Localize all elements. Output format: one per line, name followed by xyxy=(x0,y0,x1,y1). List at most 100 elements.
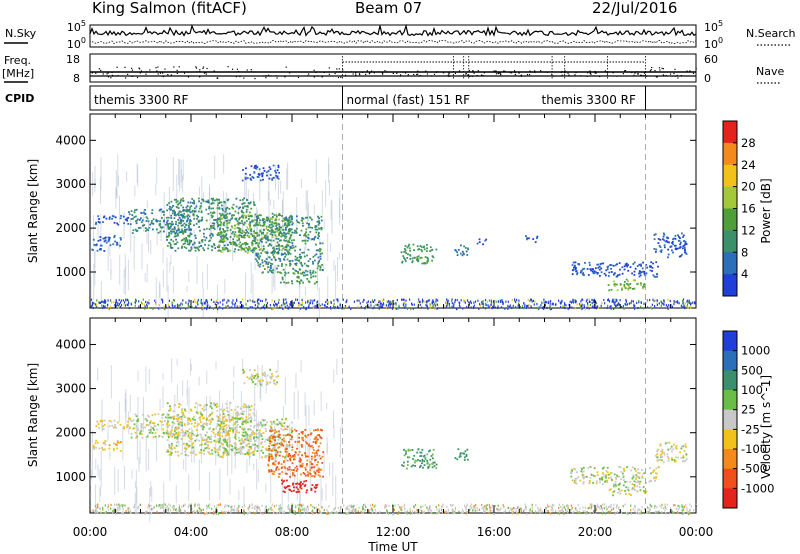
scatter-cell xyxy=(276,435,279,438)
scatter-streak xyxy=(335,475,337,509)
scatter-streak xyxy=(287,162,289,190)
freq-point xyxy=(513,70,516,72)
scatter-cell xyxy=(126,219,129,222)
freq-point xyxy=(655,76,658,78)
scatter-cell xyxy=(273,449,276,451)
ground-scatter-cell xyxy=(567,307,569,310)
scatter-cell xyxy=(211,449,213,452)
scatter-cell xyxy=(210,197,213,200)
scatter-cell xyxy=(255,254,258,257)
scatter-cell xyxy=(204,434,207,437)
ground-scatter-cell xyxy=(615,298,617,301)
scatter-cell xyxy=(288,223,291,226)
scatter-cell xyxy=(212,211,215,214)
ground-scatter-cell xyxy=(479,303,481,306)
ground-scatter-cell xyxy=(164,308,166,311)
scatter-cell xyxy=(170,247,173,249)
power-colorbar-tick-label: 24 xyxy=(741,158,756,172)
scatter-cell xyxy=(411,449,414,451)
ground-scatter-cell xyxy=(225,305,227,308)
scatter-cell xyxy=(168,208,171,210)
freq-point xyxy=(396,72,398,74)
scatter-cell xyxy=(139,217,142,220)
scatter-cell xyxy=(267,464,270,467)
ground-scatter-cell xyxy=(200,300,202,303)
scatter-cell xyxy=(103,250,106,252)
ground-scatter-cell xyxy=(90,305,92,309)
ground-scatter-cell xyxy=(464,299,466,303)
ground-scatter-cell xyxy=(222,307,224,310)
scatter-streak xyxy=(185,442,187,472)
scatter-cell xyxy=(274,234,277,237)
scatter-cell xyxy=(206,431,208,434)
ground-scatter-cell xyxy=(549,305,551,308)
scatter-cell xyxy=(305,455,307,458)
scatter-cell xyxy=(189,451,192,454)
ground-scatter-cell xyxy=(389,301,391,304)
scatter-cell xyxy=(262,423,265,426)
power-ylabel: Slant Range [km] xyxy=(26,159,40,263)
scatter-cell xyxy=(285,472,287,475)
scatter-cell xyxy=(305,464,308,467)
scatter-cell xyxy=(102,428,105,430)
scatter-cell xyxy=(291,216,293,218)
scatter-cell xyxy=(657,265,659,268)
scatter-cell xyxy=(271,230,274,233)
scatter-cell xyxy=(226,442,228,444)
ground-scatter-cell xyxy=(401,298,403,301)
scatter-cell xyxy=(164,416,167,419)
scatter-cell xyxy=(271,221,274,223)
scatter-cell xyxy=(314,235,317,238)
scatter-cell xyxy=(289,454,292,457)
ground-scatter-cell xyxy=(518,302,520,305)
scatter-cell xyxy=(95,439,97,442)
scatter-cell xyxy=(187,421,190,424)
scatter-cell xyxy=(293,454,296,456)
scatter-cell xyxy=(249,201,252,204)
freq-point xyxy=(203,72,206,74)
scatter-cell xyxy=(189,420,192,422)
scatter-cell xyxy=(174,213,176,215)
scatter-cell xyxy=(205,208,208,211)
scatter-streak xyxy=(172,266,174,294)
scatter-cell xyxy=(296,276,299,279)
scatter-cell xyxy=(144,426,146,429)
scatter-cell xyxy=(277,462,280,465)
ground-scatter-cell xyxy=(254,304,256,307)
scatter-cell xyxy=(662,232,665,235)
scatter-cell xyxy=(268,470,271,473)
scatter-cell xyxy=(298,221,301,224)
scatter-cell xyxy=(135,230,138,233)
scatter-cell xyxy=(171,212,174,215)
scatter-cell xyxy=(255,377,258,380)
scatter-cell xyxy=(246,243,249,245)
scatter-cell xyxy=(278,475,280,478)
scatter-cell xyxy=(128,213,131,216)
scatter-cell xyxy=(254,224,257,227)
ground-scatter-cell xyxy=(654,305,656,308)
scatter-cell xyxy=(295,232,298,234)
scatter-streak xyxy=(186,285,188,293)
ground-scatter-cell xyxy=(180,302,182,305)
scatter-cell xyxy=(411,260,414,262)
ground-scatter-cell xyxy=(651,307,653,310)
scatter-cell xyxy=(684,251,686,254)
scatter-cell xyxy=(219,414,221,416)
freq-point xyxy=(595,72,597,74)
scatter-cell xyxy=(173,235,176,238)
ground-scatter-cell xyxy=(405,303,407,306)
scatter-cell xyxy=(299,282,301,285)
freq-point xyxy=(284,76,286,78)
scatter-cell xyxy=(291,244,294,247)
ground-scatter-cell xyxy=(684,306,686,310)
scatter-cell xyxy=(247,232,250,234)
scatter-cell xyxy=(320,227,323,229)
ground-scatter-cell xyxy=(519,306,521,309)
ground-scatter-cell xyxy=(162,301,164,304)
ground-scatter-cell xyxy=(488,305,490,308)
ground-scatter-cell xyxy=(539,306,541,309)
scatter-cell xyxy=(141,426,144,429)
scatter-cell xyxy=(640,264,642,267)
scatter-cell xyxy=(246,433,248,436)
scatter-cell xyxy=(273,436,275,439)
